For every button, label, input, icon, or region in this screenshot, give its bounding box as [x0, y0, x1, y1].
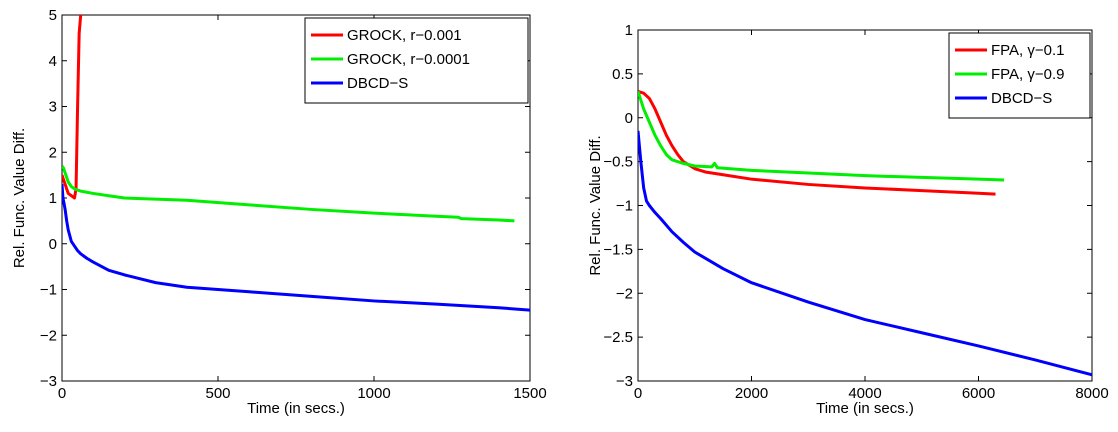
- x-tick-label: 0: [58, 385, 66, 402]
- x-tick-label: 2000: [735, 385, 768, 402]
- series-line-3: [62, 184, 530, 312]
- legend-label: GROCK, r−0.0001: [347, 51, 470, 68]
- y-tick-label: 4: [49, 53, 57, 70]
- legend-label: GROCK, r−0.001: [347, 27, 462, 44]
- series-line-2: [638, 90, 1005, 182]
- y-tick-label: 3: [49, 99, 57, 116]
- y-tick-label: 1: [625, 22, 633, 39]
- y-tick-label: 2: [49, 144, 57, 161]
- y-tick-label: 5: [49, 7, 57, 24]
- legend-label: DBCD−S: [991, 90, 1052, 107]
- y-tick-label: −2: [40, 327, 57, 344]
- x-axis-title: Time (in secs.): [816, 400, 914, 417]
- series-line-1: [62, 15, 83, 200]
- y-tick-label: −1.5: [603, 241, 633, 258]
- legend-label: DBCD−S: [347, 75, 408, 92]
- chart-2: −3 −2.5 −2 −1.5 −1 −0.5 0 0.5 1 0 2000 4000 6000 8000…: [587, 22, 1109, 417]
- legend: FPA, γ−0.1 FPA, γ−0.9 DBCD−S: [948, 32, 1091, 119]
- x-tick-label: 8000: [1075, 385, 1108, 402]
- x-tick-label: 500: [205, 385, 230, 402]
- y-tick-label: −2.5: [603, 329, 633, 346]
- y-axis-title: Rel. Func. Value Diff.: [11, 128, 28, 268]
- x-tick-label: 4000: [848, 385, 881, 402]
- y-tick-label: 0: [49, 236, 57, 253]
- x-axis-title: Time (in secs.): [247, 400, 345, 417]
- legend: GROCK, r−0.001 GROCK, r−0.0001 DBCD−S: [304, 17, 529, 104]
- legend-label: FPA, γ−0.9: [991, 66, 1065, 83]
- y-tick-label: −3: [616, 373, 633, 390]
- y-tick-label: −0.5: [603, 154, 633, 171]
- series-line-2: [62, 165, 515, 223]
- y-tick-label: 1: [49, 190, 57, 207]
- x-tick-label: 1000: [357, 385, 390, 402]
- y-axis-title: Rel. Func. Value Diff.: [587, 135, 604, 275]
- y-tick-label: −1: [616, 198, 633, 215]
- y-tick-label: 0.5: [612, 66, 633, 83]
- legend-label: FPA, γ−0.1: [991, 42, 1065, 59]
- x-tick-label: 6000: [962, 385, 995, 402]
- y-tick-label: −3: [40, 373, 57, 390]
- x-tick-label: 0: [634, 385, 642, 402]
- y-tick-label: −2: [616, 285, 633, 302]
- x-tick-label: 1500: [513, 385, 546, 402]
- y-tick-label: −1: [40, 282, 57, 299]
- chart-1: −3 −2 −1 0 1 2 3 4 5 0 500 1000 1500 Time (in secs.) R…: [11, 7, 547, 417]
- series-line-3: [638, 130, 1092, 377]
- y-tick-label: 0: [625, 110, 633, 127]
